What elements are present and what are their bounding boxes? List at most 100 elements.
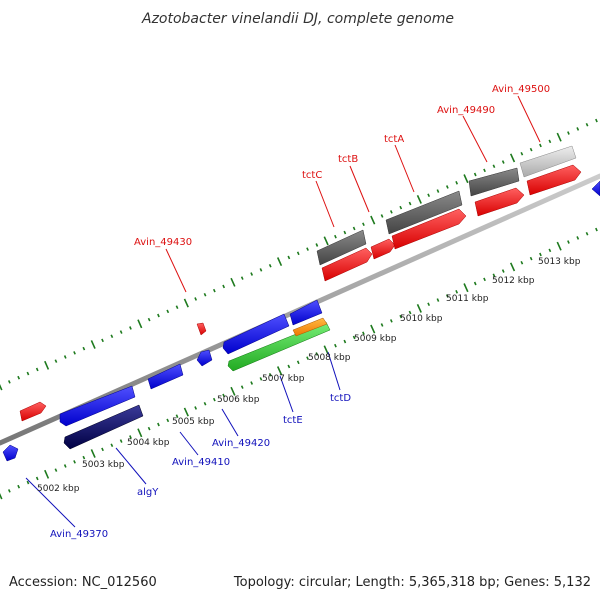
scale-tick [416, 194, 422, 204]
gene-label[interactable]: Avin_49420 [212, 438, 270, 449]
gene-label[interactable]: tctA [384, 134, 404, 145]
gene-label[interactable]: tctB [338, 154, 358, 165]
gene-feature[interactable] [526, 164, 582, 196]
gene-label[interactable]: Avin_49490 [437, 105, 495, 116]
gene-label[interactable]: tctD [330, 393, 351, 404]
gene-feature[interactable] [474, 187, 525, 217]
gene-label[interactable]: Avin_49430 [134, 237, 192, 248]
gene-label[interactable]: Avin_49410 [172, 457, 230, 468]
gene-label[interactable]: Avin_49500 [492, 84, 550, 95]
scale-tick [287, 255, 291, 260]
scale-tick [137, 319, 143, 329]
scale-tick [54, 359, 58, 363]
scale-tick [35, 476, 39, 481]
scale-tick [137, 428, 143, 438]
kbp-label: 5012 kbp [492, 276, 535, 286]
scale-tick [222, 393, 226, 398]
kbp-label: 5002 kbp [37, 484, 80, 494]
gene-feature[interactable] [59, 385, 136, 427]
gene-feature[interactable] [196, 322, 207, 336]
scale-tick [157, 313, 160, 318]
scale-tick [73, 460, 76, 464]
scale-tick [343, 339, 347, 344]
scale-tick [44, 469, 50, 479]
gene-label[interactable]: Avin_49370 [50, 529, 108, 540]
scale-tick [250, 272, 254, 276]
gene-feature[interactable] [63, 404, 144, 450]
scale-tick [483, 277, 486, 282]
scale-tick [268, 263, 272, 268]
scale-tick [323, 236, 329, 246]
scale-tick [315, 243, 319, 247]
map-title: Azotobacter vinelandii DJ, complete geno… [141, 11, 454, 27]
scale-tick [63, 355, 67, 359]
scale-tick [509, 153, 516, 163]
scale-tick [306, 247, 309, 251]
scale-tick [343, 230, 347, 235]
scale-tick [352, 226, 356, 231]
gene-feature[interactable] [2, 444, 19, 462]
callout-lines [25, 95, 541, 528]
gene-feature[interactable] [321, 247, 373, 282]
scale-tick [380, 323, 384, 327]
gene-feature[interactable] [316, 229, 367, 266]
scale-tick [119, 439, 123, 443]
scale-tick [147, 426, 151, 431]
gene-feature[interactable] [391, 208, 467, 250]
gene-feature[interactable] [147, 363, 184, 390]
scale-tick [501, 160, 505, 164]
scale-tick [576, 236, 580, 240]
gene-label[interactable]: tctC [302, 170, 322, 181]
gene-labels: tctC tctB tctA Avin_49490 Avin_49500 Avi… [50, 84, 550, 540]
scale-tick [509, 262, 516, 272]
scale-tick [473, 172, 477, 177]
scale-tick [183, 407, 189, 417]
scale-tick [7, 380, 11, 384]
gene-feature[interactable] [385, 190, 463, 235]
gene-label[interactable]: tctE [283, 415, 303, 426]
gene-label[interactable]: algY [137, 487, 159, 498]
scale-tick [556, 241, 562, 251]
gene-feature[interactable] [19, 401, 47, 422]
gene-feature[interactable] [370, 238, 396, 260]
scale-tick [129, 435, 132, 439]
scale-tick [399, 205, 403, 210]
gene-feature[interactable] [468, 167, 520, 197]
scale-tick [35, 367, 39, 372]
scale-tick [276, 257, 283, 267]
gene-feature[interactable] [292, 317, 328, 337]
scale-tick [230, 277, 236, 287]
scale-tick [463, 174, 469, 184]
scale-tick [548, 248, 552, 253]
scale-tick [44, 360, 50, 370]
kbp-label: 5006 kbp [217, 395, 260, 405]
scale-tick [362, 222, 365, 227]
scale-tick [110, 334, 114, 339]
scale-tick [585, 231, 589, 236]
scale-tick [529, 256, 533, 261]
gene-feature[interactable] [289, 299, 323, 326]
accession-text: Accession: NC_012560 [9, 575, 157, 590]
scale-tick [492, 164, 496, 169]
scale-tick [501, 269, 505, 273]
scale-tick [455, 180, 459, 185]
kbp-label: 5013 kbp [538, 257, 581, 267]
scale-tick [119, 330, 123, 334]
scale-tick [334, 234, 337, 239]
gene-feature[interactable] [519, 145, 577, 178]
scale-tick [334, 343, 337, 348]
scale-labels: 5002 kbp 5003 kbp 5004 kbp 5005 kbp 5006… [37, 257, 581, 494]
kbp-label: 5005 kbp [172, 417, 215, 427]
gene-feature[interactable] [591, 180, 600, 197]
gene-feature[interactable] [196, 349, 213, 367]
scale-tick [315, 352, 319, 356]
scale-tick [110, 443, 114, 448]
scale-tick [101, 338, 104, 343]
scale-tick [90, 449, 96, 458]
scale-tick [556, 132, 562, 142]
kbp-label: 5009 kbp [354, 334, 397, 344]
scale-tick [539, 143, 542, 148]
gene-feature[interactable] [222, 313, 290, 355]
scale-tick [427, 302, 431, 307]
